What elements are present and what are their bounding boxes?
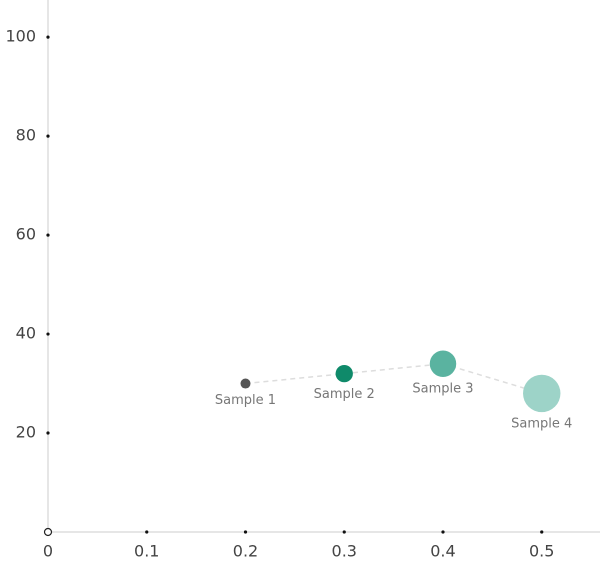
x-tick-mark xyxy=(145,530,149,534)
point-label: Sample 3 xyxy=(412,381,473,396)
connector-line xyxy=(245,362,542,395)
y-tick-mark xyxy=(46,134,50,138)
point-label: Sample 2 xyxy=(314,387,375,402)
x-tick-mark xyxy=(243,530,248,534)
x-tick-label: 0.1 xyxy=(134,542,159,561)
bubble xyxy=(523,374,561,413)
bubble xyxy=(429,350,457,377)
x-tick-label: 0 xyxy=(43,542,53,561)
point-label: Sample 4 xyxy=(511,417,572,432)
y-tick-label: 80 xyxy=(16,126,36,145)
y-tick-label: 20 xyxy=(16,423,36,442)
origin-marker xyxy=(43,527,53,537)
x-tick-label: 0.4 xyxy=(430,542,455,561)
x-tick-label: 0.5 xyxy=(529,542,554,561)
x-tick-mark xyxy=(342,530,346,534)
y-tick-mark xyxy=(46,35,50,39)
y-tick-mark xyxy=(46,233,50,237)
x-tick-mark xyxy=(540,530,544,534)
y-tick-label: 100 xyxy=(5,27,36,46)
x-tick-label: 0.3 xyxy=(332,542,357,561)
bubble xyxy=(240,378,251,389)
y-tick-label: 60 xyxy=(16,225,36,244)
y-tick-mark xyxy=(46,431,50,435)
point-label: Sample 1 xyxy=(215,393,276,408)
y-tick-label: 40 xyxy=(16,324,36,343)
bubble xyxy=(335,364,353,383)
x-tick-label: 0.2 xyxy=(233,542,258,561)
x-tick-mark xyxy=(441,530,445,534)
y-tick-mark xyxy=(46,332,50,336)
